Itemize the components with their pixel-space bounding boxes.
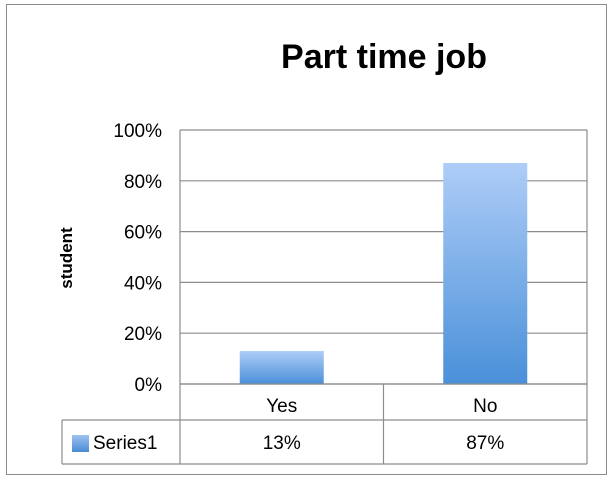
x-tick-label: No [473,396,497,417]
data-label: 87% [466,433,504,454]
data-label: 13% [263,433,301,454]
y-tick-label: 80% [124,172,162,193]
y-tick-label: 60% [124,223,162,244]
y-tick-label: 20% [124,324,162,345]
chart-title: Part time job [281,38,487,76]
bars [240,163,528,384]
legend-label: Series1 [93,433,157,454]
y-tick-label: 0% [135,375,163,396]
bar [443,163,527,384]
y-tick-labels: 0% 20% 40% 60% 80% 100% [113,121,162,396]
x-tick-label: Yes [266,396,297,417]
legend-key [72,435,89,452]
bar [240,351,324,384]
y-tick-label: 100% [113,121,162,142]
y-tick-label: 40% [124,273,162,294]
y-axis-label: student [57,227,76,289]
